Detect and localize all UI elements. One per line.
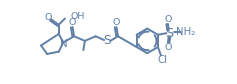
Text: O: O bbox=[164, 15, 172, 24]
Text: S: S bbox=[165, 27, 173, 40]
Text: NH₂: NH₂ bbox=[176, 27, 195, 37]
Text: O: O bbox=[69, 18, 76, 27]
Text: O: O bbox=[113, 18, 120, 27]
Text: S: S bbox=[103, 34, 111, 47]
Text: OH: OH bbox=[70, 12, 85, 21]
Text: O: O bbox=[164, 43, 172, 52]
Text: N: N bbox=[60, 39, 68, 49]
Text: O: O bbox=[44, 13, 52, 22]
Text: Cl: Cl bbox=[158, 55, 168, 65]
